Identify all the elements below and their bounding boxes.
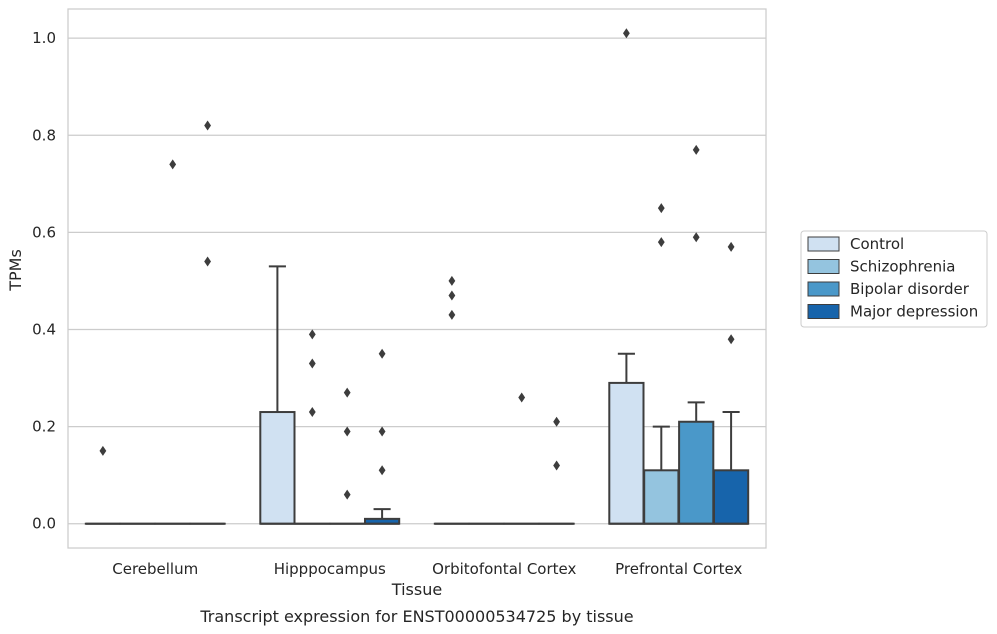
outlier-point (378, 426, 386, 437)
outlier-point (378, 465, 386, 476)
box (643, 469, 680, 525)
y-tick-label: 0.2 (32, 418, 56, 436)
y-tick-labels: 0.0 0.2 0.4 0.6 0.8 1.0 (32, 29, 56, 533)
x-tick-labels: Cerebellum Hipppocampus Orbitofontal Corte… (112, 560, 742, 578)
outlier-point (657, 237, 665, 248)
outlier-point (343, 489, 351, 500)
legend-frame (800, 230, 988, 328)
outlier-point (553, 460, 560, 471)
x-axis-title: Tissue (391, 580, 442, 599)
outlier-point (308, 407, 316, 418)
chart-caption: Transcript expression for ENST0000053472… (199, 607, 633, 626)
x-tick-label: Hipppocampus (274, 560, 386, 578)
outlier-point (378, 348, 386, 359)
outlier-point (518, 392, 526, 403)
y-axis-title: TPMs (6, 249, 25, 292)
outlier-point (308, 358, 316, 369)
x-tick-label: Cerebellum (112, 560, 198, 578)
outlier-point (204, 256, 211, 267)
box (712, 469, 750, 525)
legend-swatch (807, 281, 840, 297)
box-major-depression (363, 508, 401, 525)
outlier-points (99, 28, 735, 500)
outlier-point (448, 290, 456, 301)
x-tick-label: Orbitofontal Cortex (432, 560, 576, 578)
outlier-point (204, 120, 211, 131)
outlier-point (308, 329, 316, 340)
box-control (259, 265, 296, 525)
y-tick-label: 0.4 (32, 320, 56, 338)
y-tick-label: 0.8 (32, 126, 56, 144)
legend-label: Schizophrenia (850, 258, 955, 276)
box-major-depression (712, 411, 750, 525)
y-tick-label: 0.6 (32, 223, 56, 241)
y-tick-label: 1.0 (32, 29, 56, 47)
outlier-point (727, 334, 735, 345)
box-plots (84, 265, 750, 525)
outlier-point (553, 416, 560, 427)
outlier-point (169, 159, 177, 170)
box (608, 381, 645, 525)
outlier-point (727, 241, 735, 252)
plot-frame (67, 8, 767, 549)
outlier-point (448, 309, 456, 320)
legend-label: Control (850, 235, 904, 253)
legend-swatch (807, 259, 840, 274)
outlier-point (99, 445, 107, 456)
legend-label: Bipolar disorder (850, 280, 970, 298)
x-tick-label: Prefrontal Cortex (615, 560, 742, 578)
outlier-point (692, 144, 700, 155)
box (259, 411, 296, 525)
legend-swatch (807, 304, 840, 319)
legend-label: Major depression (850, 303, 978, 321)
outlier-point (692, 232, 700, 243)
y-tick-label: 0.0 (32, 515, 56, 533)
outlier-point (448, 275, 456, 286)
box (678, 420, 715, 525)
outlier-point (343, 387, 351, 398)
outlier-point (343, 426, 351, 437)
outlier-point (657, 203, 665, 214)
legend-swatch (807, 236, 840, 252)
box-control (608, 352, 645, 525)
box-bipolar-disorder (678, 401, 715, 525)
outlier-point (623, 28, 630, 39)
legend: Control Schizophrenia Bipolar disorder Majo… (800, 230, 988, 328)
box-schizophrenia (643, 425, 680, 525)
